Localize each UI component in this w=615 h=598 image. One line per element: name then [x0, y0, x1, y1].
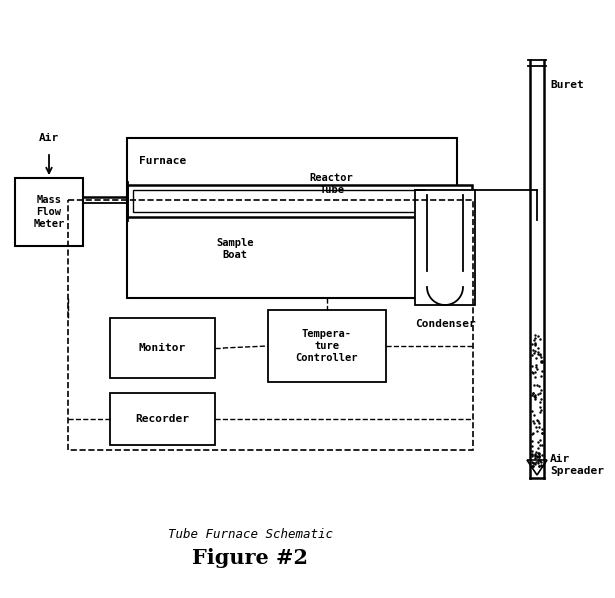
Bar	[110, 318, 215, 378]
Text: Sample
Boat: Sample Boat	[216, 238, 254, 260]
Bar	[110, 393, 215, 445]
Text: Tube Furnace Schematic: Tube Furnace Schematic	[167, 529, 333, 542]
Text: Mass
Flow
Meter: Mass Flow Meter	[33, 196, 65, 228]
Text: Tempera-
ture
Controller: Tempera- ture Controller	[296, 329, 359, 362]
Bar	[15, 178, 83, 246]
Text: Figure #2: Figure #2	[192, 548, 308, 568]
Text: Furnace: Furnace	[139, 156, 186, 166]
Bar	[133, 190, 465, 212]
Text: Buret: Buret	[550, 80, 584, 90]
Bar	[127, 185, 472, 217]
Text: Air: Air	[39, 133, 59, 143]
Bar	[268, 310, 386, 382]
Text: Monitor: Monitor	[139, 343, 186, 353]
Text: Air
Spreader: Air Spreader	[550, 454, 604, 476]
Text: Reactor
Tube: Reactor Tube	[310, 173, 354, 194]
Text: Recorder: Recorder	[135, 414, 189, 424]
Bar	[127, 138, 457, 298]
Bar	[415, 190, 475, 305]
Text: Condenser: Condenser	[415, 319, 475, 329]
